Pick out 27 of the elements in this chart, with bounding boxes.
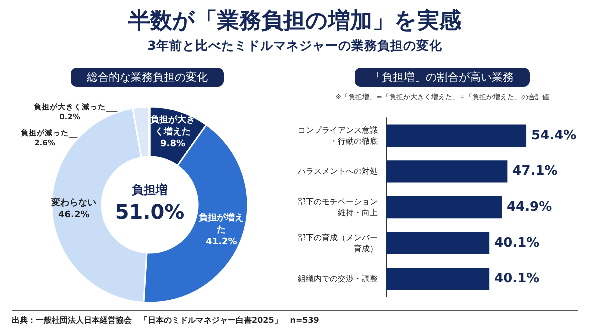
data-label: 41.2% bbox=[206, 237, 238, 248]
data-label: 40.1% bbox=[494, 272, 540, 287]
bar bbox=[386, 124, 527, 147]
bar bbox=[386, 160, 508, 183]
y-tick-label: ハラスメントへの対処 bbox=[297, 167, 378, 176]
text: 負担増 bbox=[132, 183, 168, 197]
y-tick-label: 組織内での交渉・調整 bbox=[297, 274, 378, 284]
data-label: 44.9% bbox=[506, 200, 552, 215]
slice-label: 変わらない bbox=[50, 197, 97, 208]
text: 51.0% bbox=[115, 200, 185, 224]
slice-label: 負担が増えた bbox=[199, 211, 244, 236]
text: 半数が「業務負担の増加」を実感 bbox=[128, 8, 462, 36]
data-label: 46.2% bbox=[58, 210, 90, 220]
bar bbox=[386, 232, 490, 254]
text: 3年前と比べたミドルマネジャーの業務負担の変化 bbox=[146, 38, 444, 55]
data-label: 54.4% bbox=[532, 128, 577, 144]
data-label: 40.1% bbox=[494, 236, 540, 251]
bar bbox=[386, 268, 490, 290]
data-label: 9.8% bbox=[160, 140, 186, 150]
chart-title: 総合的な業務負担の変化 bbox=[86, 71, 208, 84]
y-tick-label: コンプライアンス意識・行動の徹底 bbox=[298, 126, 378, 146]
y-tick-label: 部下のモチベーション維持・向上 bbox=[298, 198, 378, 218]
data-label: 47.1% bbox=[512, 164, 558, 180]
source-note: 出典：一般社団法人日本経営協会 「日本のミドルマネジャー白書2025」 n=539 bbox=[12, 310, 578, 326]
y-tick-label: 部下の育成（メンバー育成） bbox=[298, 233, 378, 254]
bar bbox=[386, 196, 502, 219]
chart-title: 「負担増」の割合が高い業務 bbox=[371, 71, 514, 84]
